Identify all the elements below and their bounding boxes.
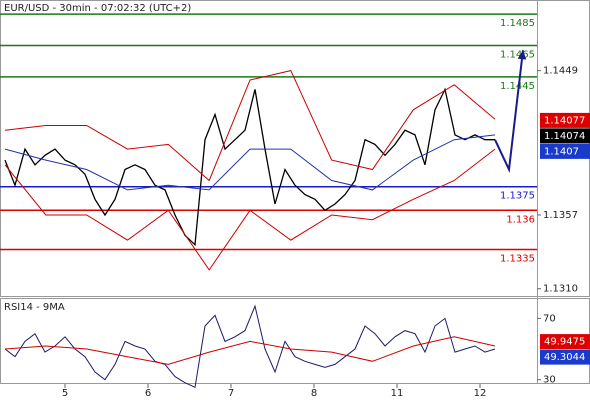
price-tag (540, 128, 590, 144)
price-tag (540, 112, 590, 128)
price-tag-label: 49.3044 (544, 352, 585, 363)
y-tick-label: 30 (543, 375, 556, 386)
x-tick-label: 8 (311, 388, 317, 399)
price-tag-label: 49.9475 (544, 337, 585, 348)
series-line (4, 134, 496, 191)
projection-line (494, 50, 524, 174)
price-tag (540, 349, 590, 365)
level-label: 1.1375 (500, 191, 535, 202)
price-tag-label: 1.14077 (544, 115, 585, 126)
series-line (4, 304, 496, 389)
rsi-title: RSI14 - 9MA (4, 302, 65, 313)
y-tick-label: 70 (543, 313, 556, 324)
level-label: 1.1445 (500, 81, 535, 92)
y-tick-label: 1.1449 (543, 66, 578, 77)
price-tag-label: 1.14074 (544, 131, 585, 142)
level-label: 1.1485 (500, 18, 535, 29)
y-tick-label: 1.1357 (543, 210, 578, 221)
chart-title: EUR/USD - 30min - 07:02:32 (UTC+2) (4, 3, 191, 14)
series-line (4, 87, 495, 247)
projection-arrow (517, 50, 527, 60)
x-tick-label: 12 (474, 388, 487, 399)
price-tag-label: 1.1407 (544, 146, 579, 157)
y-tick-label: 1.1310 (543, 284, 578, 295)
x-tick-label: 5 (62, 388, 68, 399)
level-label: 1.136 (506, 214, 535, 225)
x-tick-label: 7 (228, 388, 234, 399)
price-tag (540, 334, 590, 350)
rsi-panel (0, 298, 590, 384)
x-tick-label: 11 (391, 388, 404, 399)
x-tick-label: 6 (145, 388, 151, 399)
level-label: 1.1335 (500, 253, 535, 264)
series-line (4, 70, 496, 182)
series-line (4, 148, 496, 271)
price-tag (540, 143, 590, 159)
series-line (4, 336, 496, 365)
level-label: 1.1465 (500, 50, 535, 61)
